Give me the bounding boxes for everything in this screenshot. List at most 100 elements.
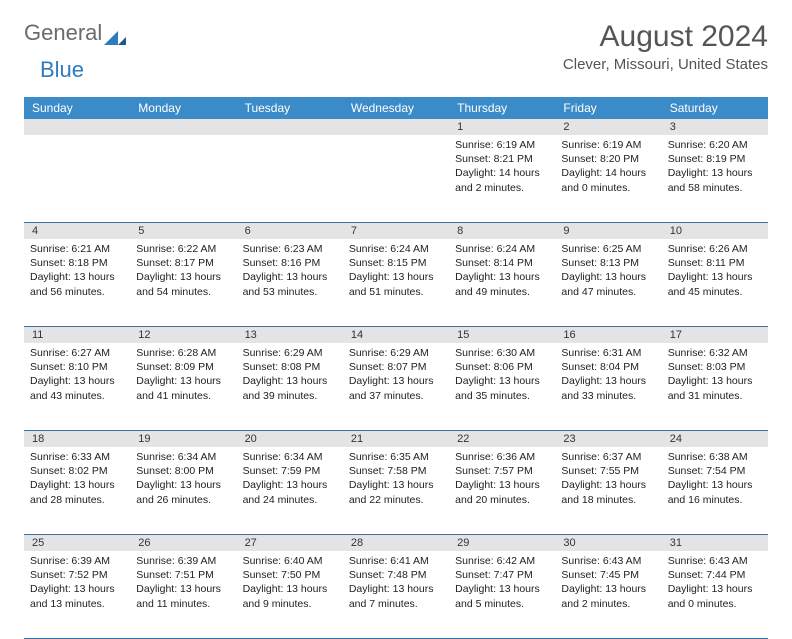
day1-text: Daylight: 13 hours: [668, 270, 762, 284]
sunrise-text: Sunrise: 6:24 AM: [349, 242, 443, 256]
day-cell: [343, 135, 449, 222]
day2-text: and 0 minutes.: [668, 597, 762, 611]
day-header-row: Sunday Monday Tuesday Wednesday Thursday…: [24, 97, 768, 119]
date-number: 15: [449, 327, 555, 343]
day1-text: Daylight: 13 hours: [455, 270, 549, 284]
sunset-text: Sunset: 7:47 PM: [455, 568, 549, 582]
day-cell: Sunrise: 6:19 AMSunset: 8:20 PMDaylight:…: [555, 135, 661, 222]
day-header: Friday: [555, 97, 661, 119]
sunrise-text: Sunrise: 6:43 AM: [668, 554, 762, 568]
day-header: Thursday: [449, 97, 555, 119]
sunset-text: Sunset: 8:13 PM: [561, 256, 655, 270]
sunset-text: Sunset: 8:11 PM: [668, 256, 762, 270]
day-header: Saturday: [662, 97, 768, 119]
day-cell: Sunrise: 6:28 AMSunset: 8:09 PMDaylight:…: [130, 343, 236, 430]
day-cell: Sunrise: 6:43 AMSunset: 7:45 PMDaylight:…: [555, 551, 661, 638]
sunset-text: Sunset: 7:58 PM: [349, 464, 443, 478]
sunset-text: Sunset: 7:51 PM: [136, 568, 230, 582]
date-number: 21: [343, 431, 449, 447]
date-number: 8: [449, 223, 555, 239]
sunset-text: Sunset: 8:19 PM: [668, 152, 762, 166]
week-row: Sunrise: 6:27 AMSunset: 8:10 PMDaylight:…: [24, 343, 768, 431]
sunrise-text: Sunrise: 6:33 AM: [30, 450, 124, 464]
date-number: [130, 119, 236, 135]
sunrise-text: Sunrise: 6:42 AM: [455, 554, 549, 568]
date-number: 6: [237, 223, 343, 239]
sunrise-text: Sunrise: 6:26 AM: [668, 242, 762, 256]
logo-text-1: General: [24, 20, 102, 46]
day1-text: Daylight: 13 hours: [30, 582, 124, 596]
day-cell: Sunrise: 6:29 AMSunset: 8:08 PMDaylight:…: [237, 343, 343, 430]
date-number-row: 18192021222324: [24, 431, 768, 447]
day-cell: Sunrise: 6:35 AMSunset: 7:58 PMDaylight:…: [343, 447, 449, 534]
day2-text: and 9 minutes.: [243, 597, 337, 611]
day1-text: Daylight: 13 hours: [561, 270, 655, 284]
day1-text: Daylight: 13 hours: [349, 478, 443, 492]
day2-text: and 26 minutes.: [136, 493, 230, 507]
day1-text: Daylight: 13 hours: [243, 582, 337, 596]
day-cell: Sunrise: 6:29 AMSunset: 8:07 PMDaylight:…: [343, 343, 449, 430]
day1-text: Daylight: 14 hours: [561, 166, 655, 180]
day-cell: Sunrise: 6:39 AMSunset: 7:52 PMDaylight:…: [24, 551, 130, 638]
day-header: Sunday: [24, 97, 130, 119]
day-cell: Sunrise: 6:39 AMSunset: 7:51 PMDaylight:…: [130, 551, 236, 638]
day1-text: Daylight: 13 hours: [243, 478, 337, 492]
sunrise-text: Sunrise: 6:35 AM: [349, 450, 443, 464]
sunrise-text: Sunrise: 6:37 AM: [561, 450, 655, 464]
date-number: 20: [237, 431, 343, 447]
day2-text: and 56 minutes.: [30, 285, 124, 299]
day2-text: and 53 minutes.: [243, 285, 337, 299]
sunrise-text: Sunrise: 6:21 AM: [30, 242, 124, 256]
sunset-text: Sunset: 8:17 PM: [136, 256, 230, 270]
day1-text: Daylight: 13 hours: [30, 270, 124, 284]
day-cell: Sunrise: 6:24 AMSunset: 8:15 PMDaylight:…: [343, 239, 449, 326]
day2-text: and 43 minutes.: [30, 389, 124, 403]
sunset-text: Sunset: 8:04 PM: [561, 360, 655, 374]
day1-text: Daylight: 13 hours: [455, 582, 549, 596]
day2-text: and 7 minutes.: [349, 597, 443, 611]
day-cell: [130, 135, 236, 222]
day2-text: and 35 minutes.: [455, 389, 549, 403]
day-cell: Sunrise: 6:19 AMSunset: 8:21 PMDaylight:…: [449, 135, 555, 222]
calendar: Sunday Monday Tuesday Wednesday Thursday…: [24, 97, 768, 639]
day-cell: Sunrise: 6:38 AMSunset: 7:54 PMDaylight:…: [662, 447, 768, 534]
sunset-text: Sunset: 7:55 PM: [561, 464, 655, 478]
date-number: [237, 119, 343, 135]
logo: General: [24, 20, 126, 46]
week-row: Sunrise: 6:21 AMSunset: 8:18 PMDaylight:…: [24, 239, 768, 327]
logo-text-2: Blue: [40, 57, 84, 83]
sunrise-text: Sunrise: 6:24 AM: [455, 242, 549, 256]
day-cell: Sunrise: 6:20 AMSunset: 8:19 PMDaylight:…: [662, 135, 768, 222]
sunset-text: Sunset: 8:07 PM: [349, 360, 443, 374]
day1-text: Daylight: 14 hours: [455, 166, 549, 180]
week-row: Sunrise: 6:19 AMSunset: 8:21 PMDaylight:…: [24, 135, 768, 223]
day2-text: and 16 minutes.: [668, 493, 762, 507]
date-number: 2: [555, 119, 661, 135]
sunrise-text: Sunrise: 6:29 AM: [349, 346, 443, 360]
date-number: 1: [449, 119, 555, 135]
sunrise-text: Sunrise: 6:23 AM: [243, 242, 337, 256]
sunset-text: Sunset: 8:08 PM: [243, 360, 337, 374]
day1-text: Daylight: 13 hours: [30, 374, 124, 388]
logo-icon: [104, 25, 126, 41]
day-cell: Sunrise: 6:41 AMSunset: 7:48 PMDaylight:…: [343, 551, 449, 638]
sunset-text: Sunset: 8:10 PM: [30, 360, 124, 374]
title-block: August 2024 Clever, Missouri, United Sta…: [563, 20, 768, 73]
date-number: 10: [662, 223, 768, 239]
date-number: 23: [555, 431, 661, 447]
sunset-text: Sunset: 7:59 PM: [243, 464, 337, 478]
month-title: August 2024: [563, 20, 768, 54]
day1-text: Daylight: 13 hours: [668, 582, 762, 596]
day-cell: Sunrise: 6:21 AMSunset: 8:18 PMDaylight:…: [24, 239, 130, 326]
day-cell: Sunrise: 6:43 AMSunset: 7:44 PMDaylight:…: [662, 551, 768, 638]
week-row: Sunrise: 6:39 AMSunset: 7:52 PMDaylight:…: [24, 551, 768, 639]
sunset-text: Sunset: 8:15 PM: [349, 256, 443, 270]
day1-text: Daylight: 13 hours: [455, 478, 549, 492]
sunset-text: Sunset: 7:54 PM: [668, 464, 762, 478]
day2-text: and 20 minutes.: [455, 493, 549, 507]
sunset-text: Sunset: 8:02 PM: [30, 464, 124, 478]
day1-text: Daylight: 13 hours: [668, 374, 762, 388]
day-cell: Sunrise: 6:42 AMSunset: 7:47 PMDaylight:…: [449, 551, 555, 638]
date-number: [343, 119, 449, 135]
day1-text: Daylight: 13 hours: [668, 478, 762, 492]
